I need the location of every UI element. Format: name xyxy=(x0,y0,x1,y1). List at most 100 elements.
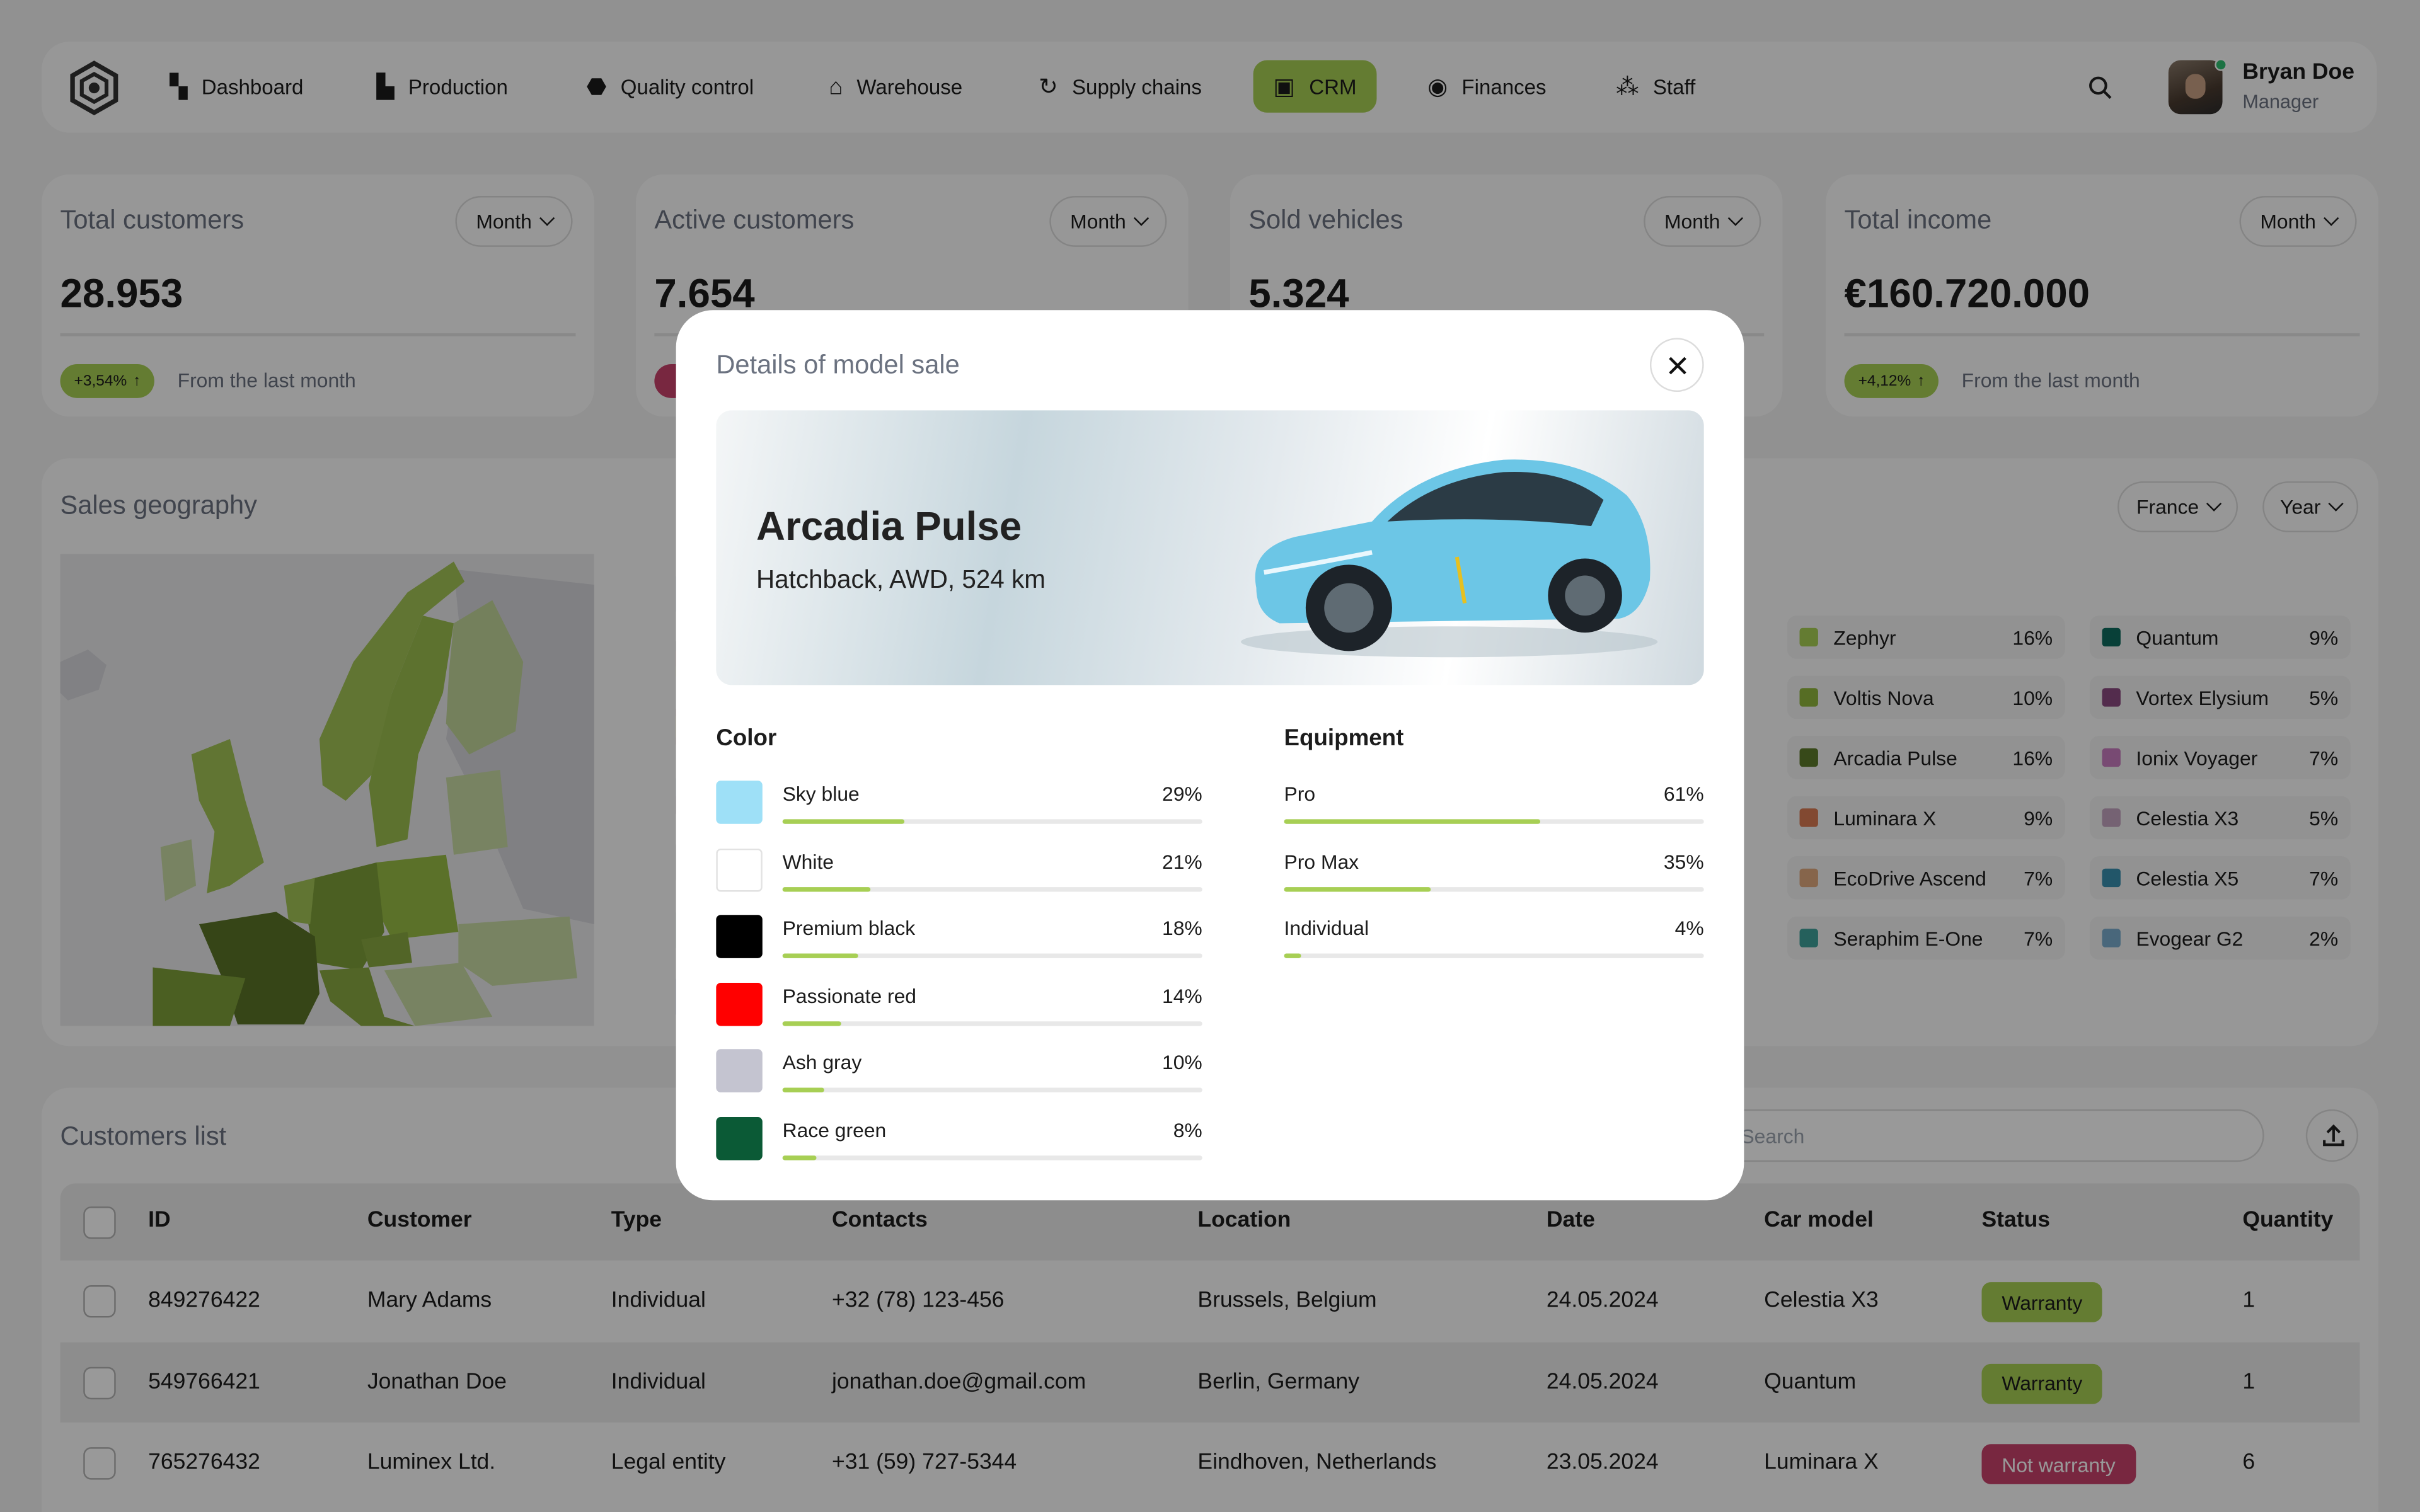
stat-value: 7.654 xyxy=(654,270,755,317)
table-row[interactable]: 549766421 Jonathan Doe Individual jonathan.… xyxy=(60,1341,2360,1422)
cell-quantity: 1 xyxy=(2242,1288,2256,1314)
nav-item-supply-chains[interactable]: ↻ Supply chains xyxy=(1039,69,1202,103)
legend-item[interactable]: Evogear G2 2% xyxy=(2089,916,2351,960)
period-value: Month xyxy=(2260,210,2316,233)
table-row[interactable]: 765276432 Luminex Ltd. Legal entity +31 (59… xyxy=(60,1422,2360,1503)
progress-bar xyxy=(782,1155,1202,1160)
cell-type: Legal entity xyxy=(611,1450,726,1475)
progress-fill xyxy=(782,1021,841,1026)
row-percent: 10% xyxy=(1162,1051,1202,1075)
user-name[interactable]: Bryan Doe xyxy=(2242,60,2354,85)
nav-item-staff[interactable]: ⁂ Staff xyxy=(1616,69,1695,103)
model-name: Seraphim E-One xyxy=(1833,926,1983,950)
period-dropdown[interactable]: Month xyxy=(455,196,573,247)
nav-item-label: Warehouse xyxy=(856,74,963,98)
row-percent: 29% xyxy=(1162,782,1202,806)
nav-item-crm[interactable]: ▣ CRM xyxy=(1253,60,1377,113)
car-illustration xyxy=(1240,459,1658,658)
cell-location: Berlin, Germany xyxy=(1197,1369,1359,1394)
change-note: From the last month xyxy=(177,369,356,392)
status-badge: Not warranty xyxy=(1981,1444,2136,1484)
legend-item[interactable]: Seraphim E-One 7% xyxy=(1787,916,2065,960)
legend-item[interactable]: Vortex Elysium 5% xyxy=(2089,675,2351,719)
online-indicator xyxy=(2215,59,2227,71)
row-checkbox[interactable] xyxy=(83,1366,116,1399)
legend-item[interactable]: Quantum 9% xyxy=(2089,616,2351,659)
stat-card: Total customers Month 28.953 +3,54% ↑ From th… xyxy=(42,174,594,417)
close-button[interactable] xyxy=(1649,338,1704,392)
nav-item-dashboard[interactable]: ▚ Dashboard xyxy=(170,69,303,103)
column-header[interactable]: Status xyxy=(1981,1208,2051,1233)
map-uk xyxy=(191,739,264,893)
change-value: +4,12% xyxy=(1858,372,1911,390)
model-name: Arcadia Pulse xyxy=(1833,746,1957,769)
color-swatch xyxy=(716,781,763,824)
row-label: White xyxy=(782,849,834,873)
period-dropdown[interactable]: Month xyxy=(2239,196,2357,247)
legend-item[interactable]: Luminara X 9% xyxy=(1787,796,2065,840)
logo-icon[interactable] xyxy=(68,60,120,116)
progress-fill xyxy=(782,1088,825,1093)
legend-swatch xyxy=(2102,688,2121,707)
cell-car-model: Luminara X xyxy=(1764,1450,1879,1475)
period-filter-dropdown[interactable]: Year xyxy=(2262,481,2359,532)
row-checkbox[interactable] xyxy=(83,1447,116,1480)
legend-item[interactable]: Voltis Nova 10% xyxy=(1787,675,2065,719)
select-all-checkbox[interactable] xyxy=(83,1206,116,1239)
map-norway xyxy=(319,561,465,801)
column-header[interactable]: Customer xyxy=(367,1208,472,1233)
country-filter-dropdown[interactable]: France xyxy=(2118,481,2238,532)
stat-value: 5.324 xyxy=(1248,270,1349,317)
row-percent: 14% xyxy=(1162,983,1202,1007)
map-finland xyxy=(446,600,524,755)
model-name: Luminara X xyxy=(1833,806,1937,830)
column-header[interactable]: Quantity xyxy=(2242,1208,2334,1233)
cell-contacts[interactable]: +32 (78) 123-456 xyxy=(832,1288,1005,1314)
cell-car-model: Quantum xyxy=(1764,1369,1857,1394)
color-swatch xyxy=(716,1117,763,1160)
column-header[interactable]: Contacts xyxy=(832,1208,928,1233)
user-role: Manager xyxy=(2242,91,2319,113)
row-checkbox[interactable] xyxy=(83,1285,116,1318)
row-label: Sky blue xyxy=(782,782,860,806)
legend-item[interactable]: Ionix Voyager 7% xyxy=(2089,736,2351,779)
customer-search-input[interactable]: Search xyxy=(1678,1109,2264,1162)
cell-contacts[interactable]: +31 (59) 727-5344 xyxy=(832,1450,1017,1475)
nav-item-production[interactable]: ▙ Production xyxy=(377,69,508,103)
avatar[interactable] xyxy=(2168,59,2227,115)
cell-customer: Jonathan Doe xyxy=(367,1369,507,1394)
legend-item[interactable]: EcoDrive Ascend 7% xyxy=(1787,856,2065,900)
cell-contacts[interactable]: jonathan.doe@gmail.com xyxy=(832,1369,1086,1394)
nav-item-quality-control[interactable]: ⬣ Quality control xyxy=(587,69,754,103)
progress-fill xyxy=(782,819,904,824)
nav-item-warehouse[interactable]: ⌂ Warehouse xyxy=(829,69,962,103)
column-header[interactable]: Car model xyxy=(1764,1208,1874,1233)
column-header[interactable]: ID xyxy=(148,1208,171,1233)
column-header[interactable]: Date xyxy=(1546,1208,1595,1233)
model-name: Arcadia Pulse xyxy=(756,503,1022,549)
legend-swatch xyxy=(2102,808,2121,827)
period-dropdown[interactable]: Month xyxy=(1049,196,1167,247)
progress-bar xyxy=(782,886,1202,891)
color-swatch xyxy=(716,847,763,891)
quality-icon: ⬣ xyxy=(586,73,607,100)
cell-quantity: 6 xyxy=(2242,1450,2256,1475)
nav-item-finances[interactable]: ◉ Finances xyxy=(1427,69,1546,103)
legend-item[interactable]: Celestia X5 7% xyxy=(2089,856,2351,900)
dashboard-icon: ▚ xyxy=(170,73,188,100)
table-row[interactable]: 849276422 Mary Adams Individual +32 (78) 12… xyxy=(60,1260,2360,1341)
legend-item[interactable]: Zephyr 16% xyxy=(1787,616,2065,659)
export-button[interactable] xyxy=(2305,1109,2359,1162)
map-sweden xyxy=(369,616,454,847)
legend-swatch xyxy=(2102,929,2121,948)
period-dropdown[interactable]: Month xyxy=(1644,196,1761,247)
color-swatch xyxy=(716,915,763,959)
cell-id: 765276432 xyxy=(148,1450,260,1475)
search-icon[interactable] xyxy=(2088,76,2112,100)
column-header[interactable]: Type xyxy=(611,1208,662,1233)
column-header[interactable]: Location xyxy=(1197,1208,1291,1233)
legend-item[interactable]: Celestia X3 5% xyxy=(2089,796,2351,840)
europe-map[interactable] xyxy=(60,554,594,1026)
legend-item[interactable]: Arcadia Pulse 16% xyxy=(1787,736,2065,779)
stat-title: Total income xyxy=(1844,205,1992,235)
